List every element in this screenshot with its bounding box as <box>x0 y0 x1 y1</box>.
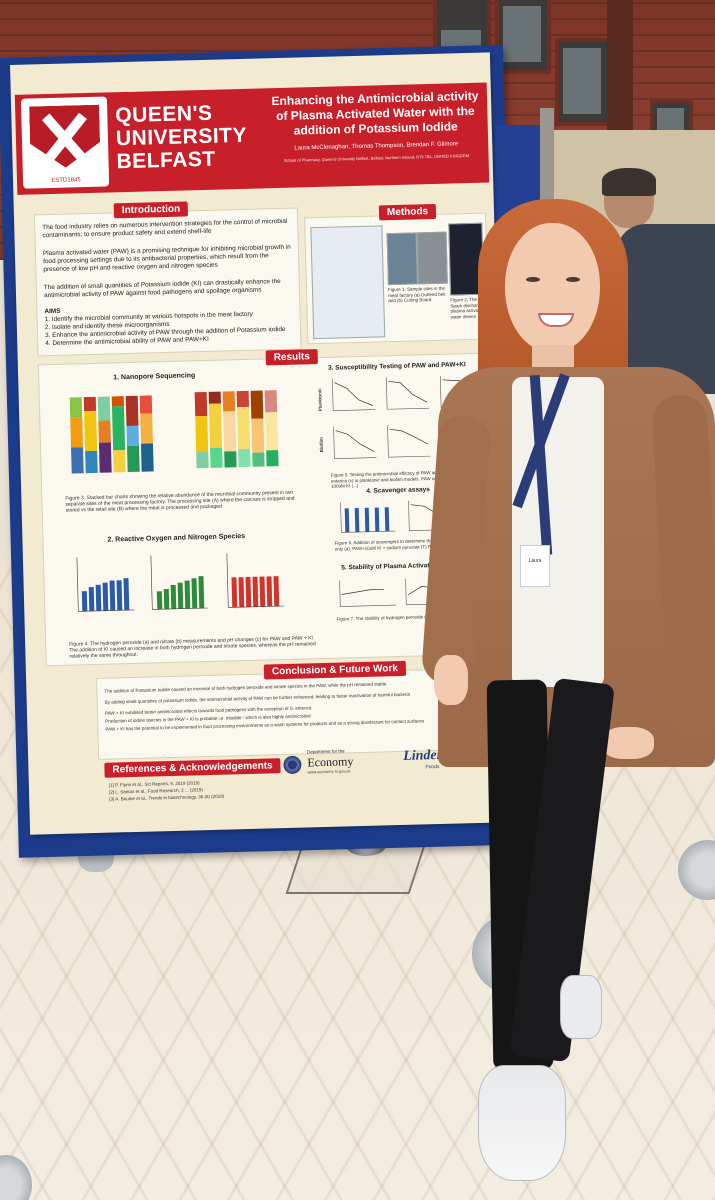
name-badge: Laura <box>520 545 550 587</box>
crest-year: ESTD1845 <box>51 177 81 184</box>
eye-right <box>566 277 580 282</box>
shoe-right <box>560 975 602 1039</box>
economy-logo-icon <box>283 755 302 775</box>
poster-header: ESTD1845 QUEEN'S UNIVERSITY BELFAST Enha… <box>14 82 490 195</box>
window-center <box>495 0 551 74</box>
presenter-person: Laura <box>420 195 715 1195</box>
references-heading: References & Acknowledgements <box>104 758 281 778</box>
stacked-bar-chart-a <box>64 391 166 476</box>
face <box>505 223 600 353</box>
hand-left <box>434 655 468 705</box>
poster-title: Enhancing the Antimicrobial activity of … <box>271 88 479 138</box>
planktonic-label: Planktonic <box>317 388 323 412</box>
background-person <box>598 168 715 398</box>
biofilm-label: Biofilm <box>318 437 325 453</box>
stacked-bar-chart-b <box>189 386 291 471</box>
hand-right <box>602 727 654 759</box>
window-right <box>555 38 611 126</box>
university-crest-icon: ESTD1845 <box>20 96 110 189</box>
white-top <box>512 377 604 687</box>
methods-flow-diagram <box>310 225 386 340</box>
poster-affiliation: School of Pharmacy, Queen's University B… <box>283 153 470 163</box>
economy-url: www.economy-ni.gov.uk <box>307 768 351 775</box>
economy-dept-label: Department for the <box>307 748 345 755</box>
university-name: QUEEN'S UNIVERSITY BELFAST <box>115 101 248 174</box>
poster-authors: Laura McClenaghan, Thomas Thompson, Bren… <box>294 141 459 152</box>
results-heading: Results <box>265 349 319 366</box>
board-pole <box>540 108 554 218</box>
economy-logo: Department for the Economy www.economy-n… <box>283 745 394 778</box>
introduction-heading: Introduction <box>113 201 189 219</box>
rons-bar-charts <box>71 546 303 617</box>
eye-left <box>526 277 540 282</box>
shoe-left <box>478 1065 566 1181</box>
meat-factory-photo-a <box>386 232 418 286</box>
badge-name: Laura <box>528 558 542 564</box>
